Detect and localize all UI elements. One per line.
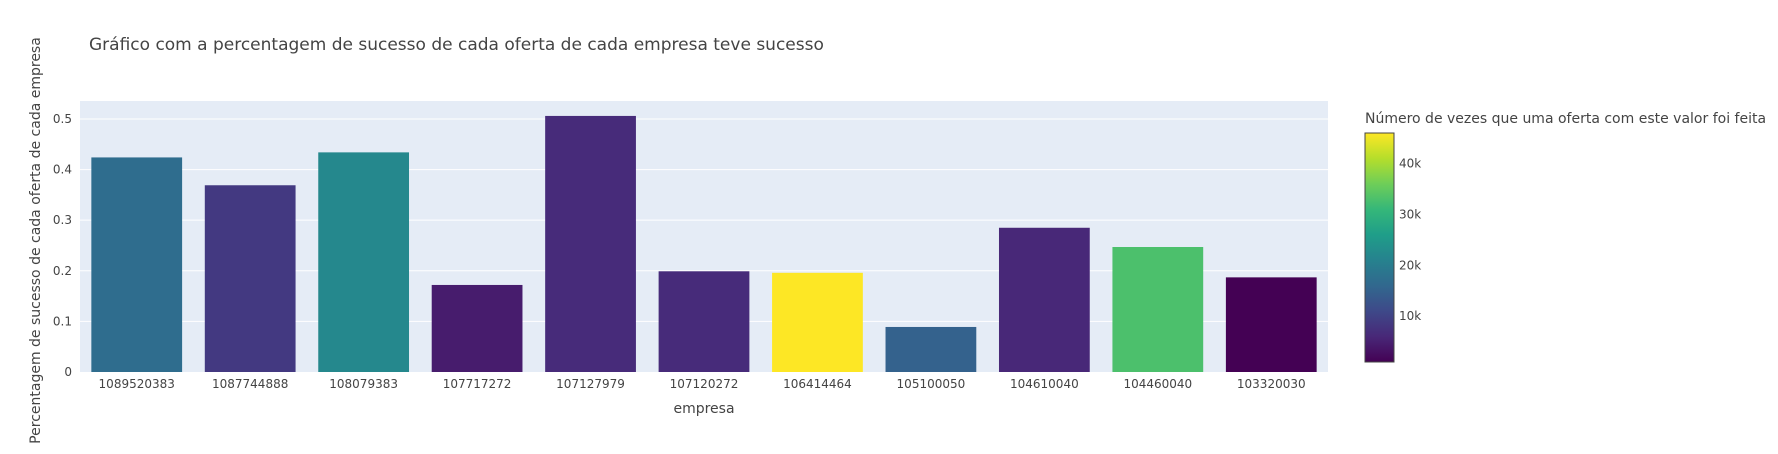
bar-105100050[interactable] bbox=[885, 326, 977, 372]
y-tick-label: 0.2 bbox=[53, 264, 72, 278]
x-tick-label: 1089520383 bbox=[99, 377, 175, 391]
x-tick-label: 104460040 bbox=[1123, 377, 1192, 391]
x-tick-label: 107127979 bbox=[556, 377, 625, 391]
colorbar-title: Número de vezes que uma oferta com este … bbox=[1365, 111, 1766, 127]
bar-107127979[interactable] bbox=[545, 115, 636, 372]
x-tick-label: 108079383 bbox=[329, 377, 398, 391]
bar-107120272[interactable] bbox=[658, 271, 750, 372]
y-tick-label: 0 bbox=[64, 365, 72, 379]
x-tick-label: 105100050 bbox=[897, 377, 966, 391]
bar-104460040[interactable] bbox=[1112, 247, 1204, 372]
bar-107717272[interactable] bbox=[431, 284, 523, 372]
bar-103320030[interactable] bbox=[1225, 277, 1317, 372]
y-tick-label: 0.3 bbox=[53, 213, 72, 227]
x-axis-title: empresa bbox=[673, 401, 734, 417]
x-tick-label: 106414464 bbox=[783, 377, 852, 391]
chart-title: Gráfico com a percentagem de sucesso de … bbox=[89, 35, 824, 55]
y-tick-label: 0.5 bbox=[53, 112, 72, 126]
bar-1089520383[interactable] bbox=[91, 157, 183, 372]
x-tick-label: 104610040 bbox=[1010, 377, 1079, 391]
colorbar-tick-label: 20k bbox=[1399, 258, 1421, 272]
bar-1087744888[interactable] bbox=[204, 185, 296, 372]
colorbar-tick-label: 10k bbox=[1399, 309, 1421, 323]
x-tick-label: 103320030 bbox=[1237, 377, 1306, 391]
x-tick-label: 1087744888 bbox=[212, 377, 288, 391]
y-axis-title: Percentagem de sucesso de cada oferta de… bbox=[28, 37, 44, 444]
y-tick-label: 0.1 bbox=[53, 314, 72, 328]
colorbar bbox=[1364, 132, 1395, 363]
colorbar-tick-label: 40k bbox=[1399, 157, 1421, 171]
bar-104610040[interactable] bbox=[998, 227, 1090, 372]
bar-108079383[interactable] bbox=[318, 152, 410, 372]
bar-106414464[interactable] bbox=[772, 272, 863, 372]
x-tick-label: 107120272 bbox=[670, 377, 739, 391]
y-tick-label: 0.4 bbox=[53, 163, 72, 177]
x-tick-label: 107717272 bbox=[443, 377, 512, 391]
colorbar-tick-label: 30k bbox=[1399, 207, 1421, 221]
